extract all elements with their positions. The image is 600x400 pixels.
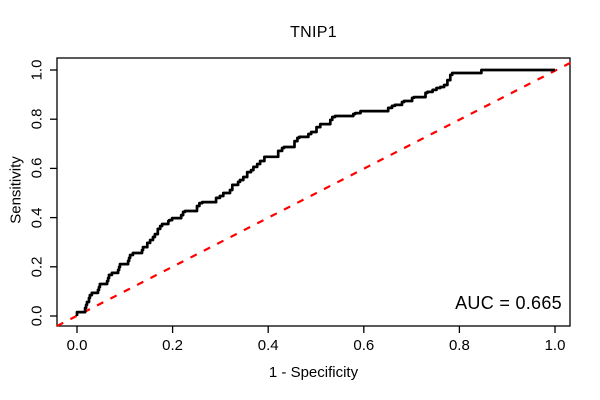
auc-annotation: AUC = 0.665 bbox=[455, 293, 562, 313]
y-tick-label: 1.0 bbox=[28, 59, 46, 81]
x-tick-label: 0.6 bbox=[353, 337, 375, 354]
y-tick-label: 0.0 bbox=[28, 305, 46, 327]
y-tick-label: 0.8 bbox=[28, 108, 46, 130]
x-tick-label: 0.4 bbox=[257, 337, 279, 354]
chance-reference-line bbox=[56, 61, 573, 327]
x-axis-title: 1 - Specificity bbox=[268, 364, 359, 381]
roc-curve bbox=[75, 68, 555, 316]
y-tick-label: 0.2 bbox=[28, 256, 46, 278]
x-tick-label: 1.0 bbox=[544, 337, 566, 354]
x-tick-label: 0.8 bbox=[448, 337, 470, 354]
y-tick-label: 0.6 bbox=[28, 157, 46, 179]
y-axis-title: Sensitivity bbox=[7, 156, 25, 224]
chart-title: TNIP1 bbox=[290, 24, 337, 41]
x-tick-label: 0.0 bbox=[66, 337, 88, 354]
x-tick-label: 0.2 bbox=[162, 337, 184, 354]
plot-box bbox=[56, 57, 571, 327]
y-tick-label: 0.4 bbox=[28, 207, 46, 229]
